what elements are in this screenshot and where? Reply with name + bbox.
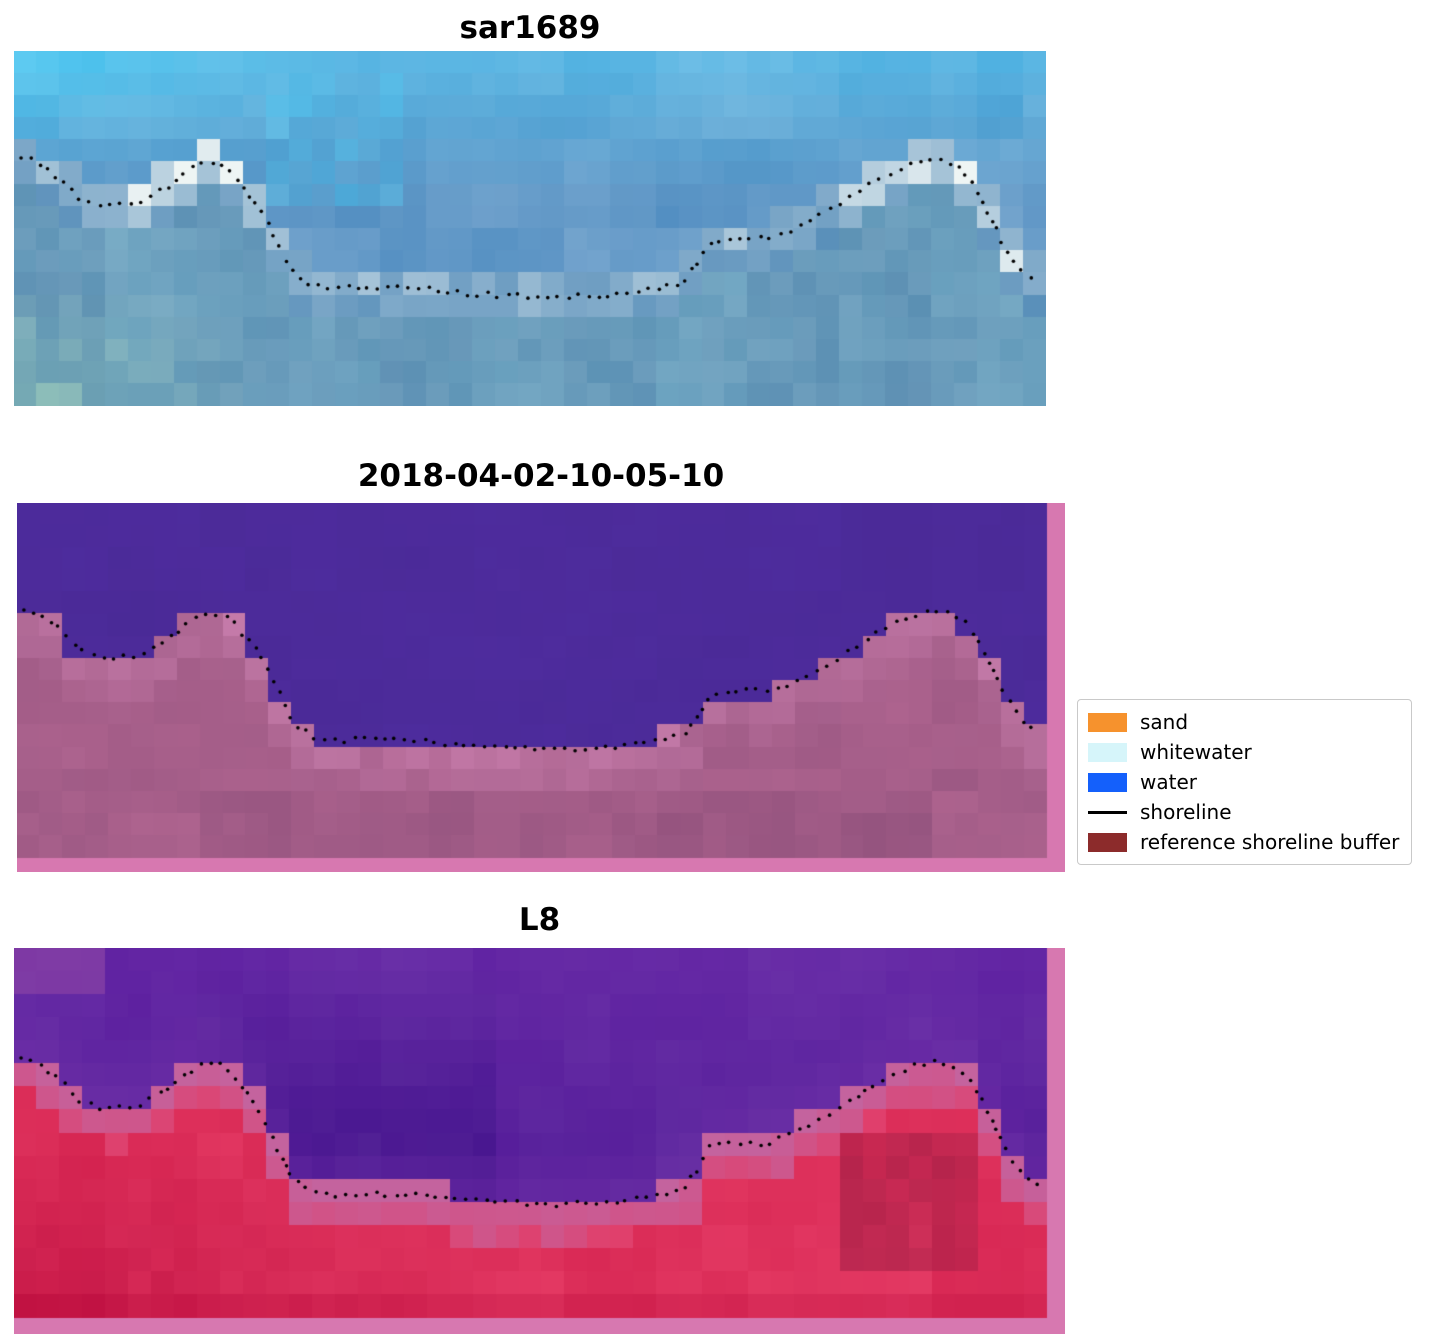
panel-title-sar1689: sar1689	[459, 10, 601, 46]
water-swatch	[1088, 772, 1127, 792]
legend-item-water: water	[1088, 767, 1399, 797]
legend: sand whitewater water shoreline referenc…	[1077, 699, 1413, 865]
legend-item-reference-buffer: reference shoreline buffer	[1088, 827, 1399, 857]
legend-item-whitewater: whitewater	[1088, 737, 1399, 767]
l8-image	[14, 948, 1065, 1334]
legend-label-water: water	[1140, 770, 1197, 794]
legend-item-shoreline: shoreline	[1088, 797, 1399, 827]
classified-image	[17, 503, 1065, 872]
sand-swatch	[1088, 712, 1127, 732]
sar1689-image	[14, 51, 1046, 406]
legend-label-sand: sand	[1140, 710, 1189, 734]
panel-title-l8: L8	[518, 902, 561, 938]
legend-label-shoreline: shoreline	[1140, 800, 1232, 824]
reference-buffer-swatch	[1088, 832, 1127, 852]
legend-item-sand: sand	[1088, 707, 1399, 737]
shoreline-line-swatch	[1088, 810, 1127, 814]
legend-label-reference-buffer: reference shoreline buffer	[1140, 830, 1400, 854]
panel-title-date: 2018-04-02-10-05-10	[357, 458, 725, 494]
legend-label-whitewater: whitewater	[1140, 740, 1252, 764]
whitewater-swatch	[1088, 742, 1127, 762]
